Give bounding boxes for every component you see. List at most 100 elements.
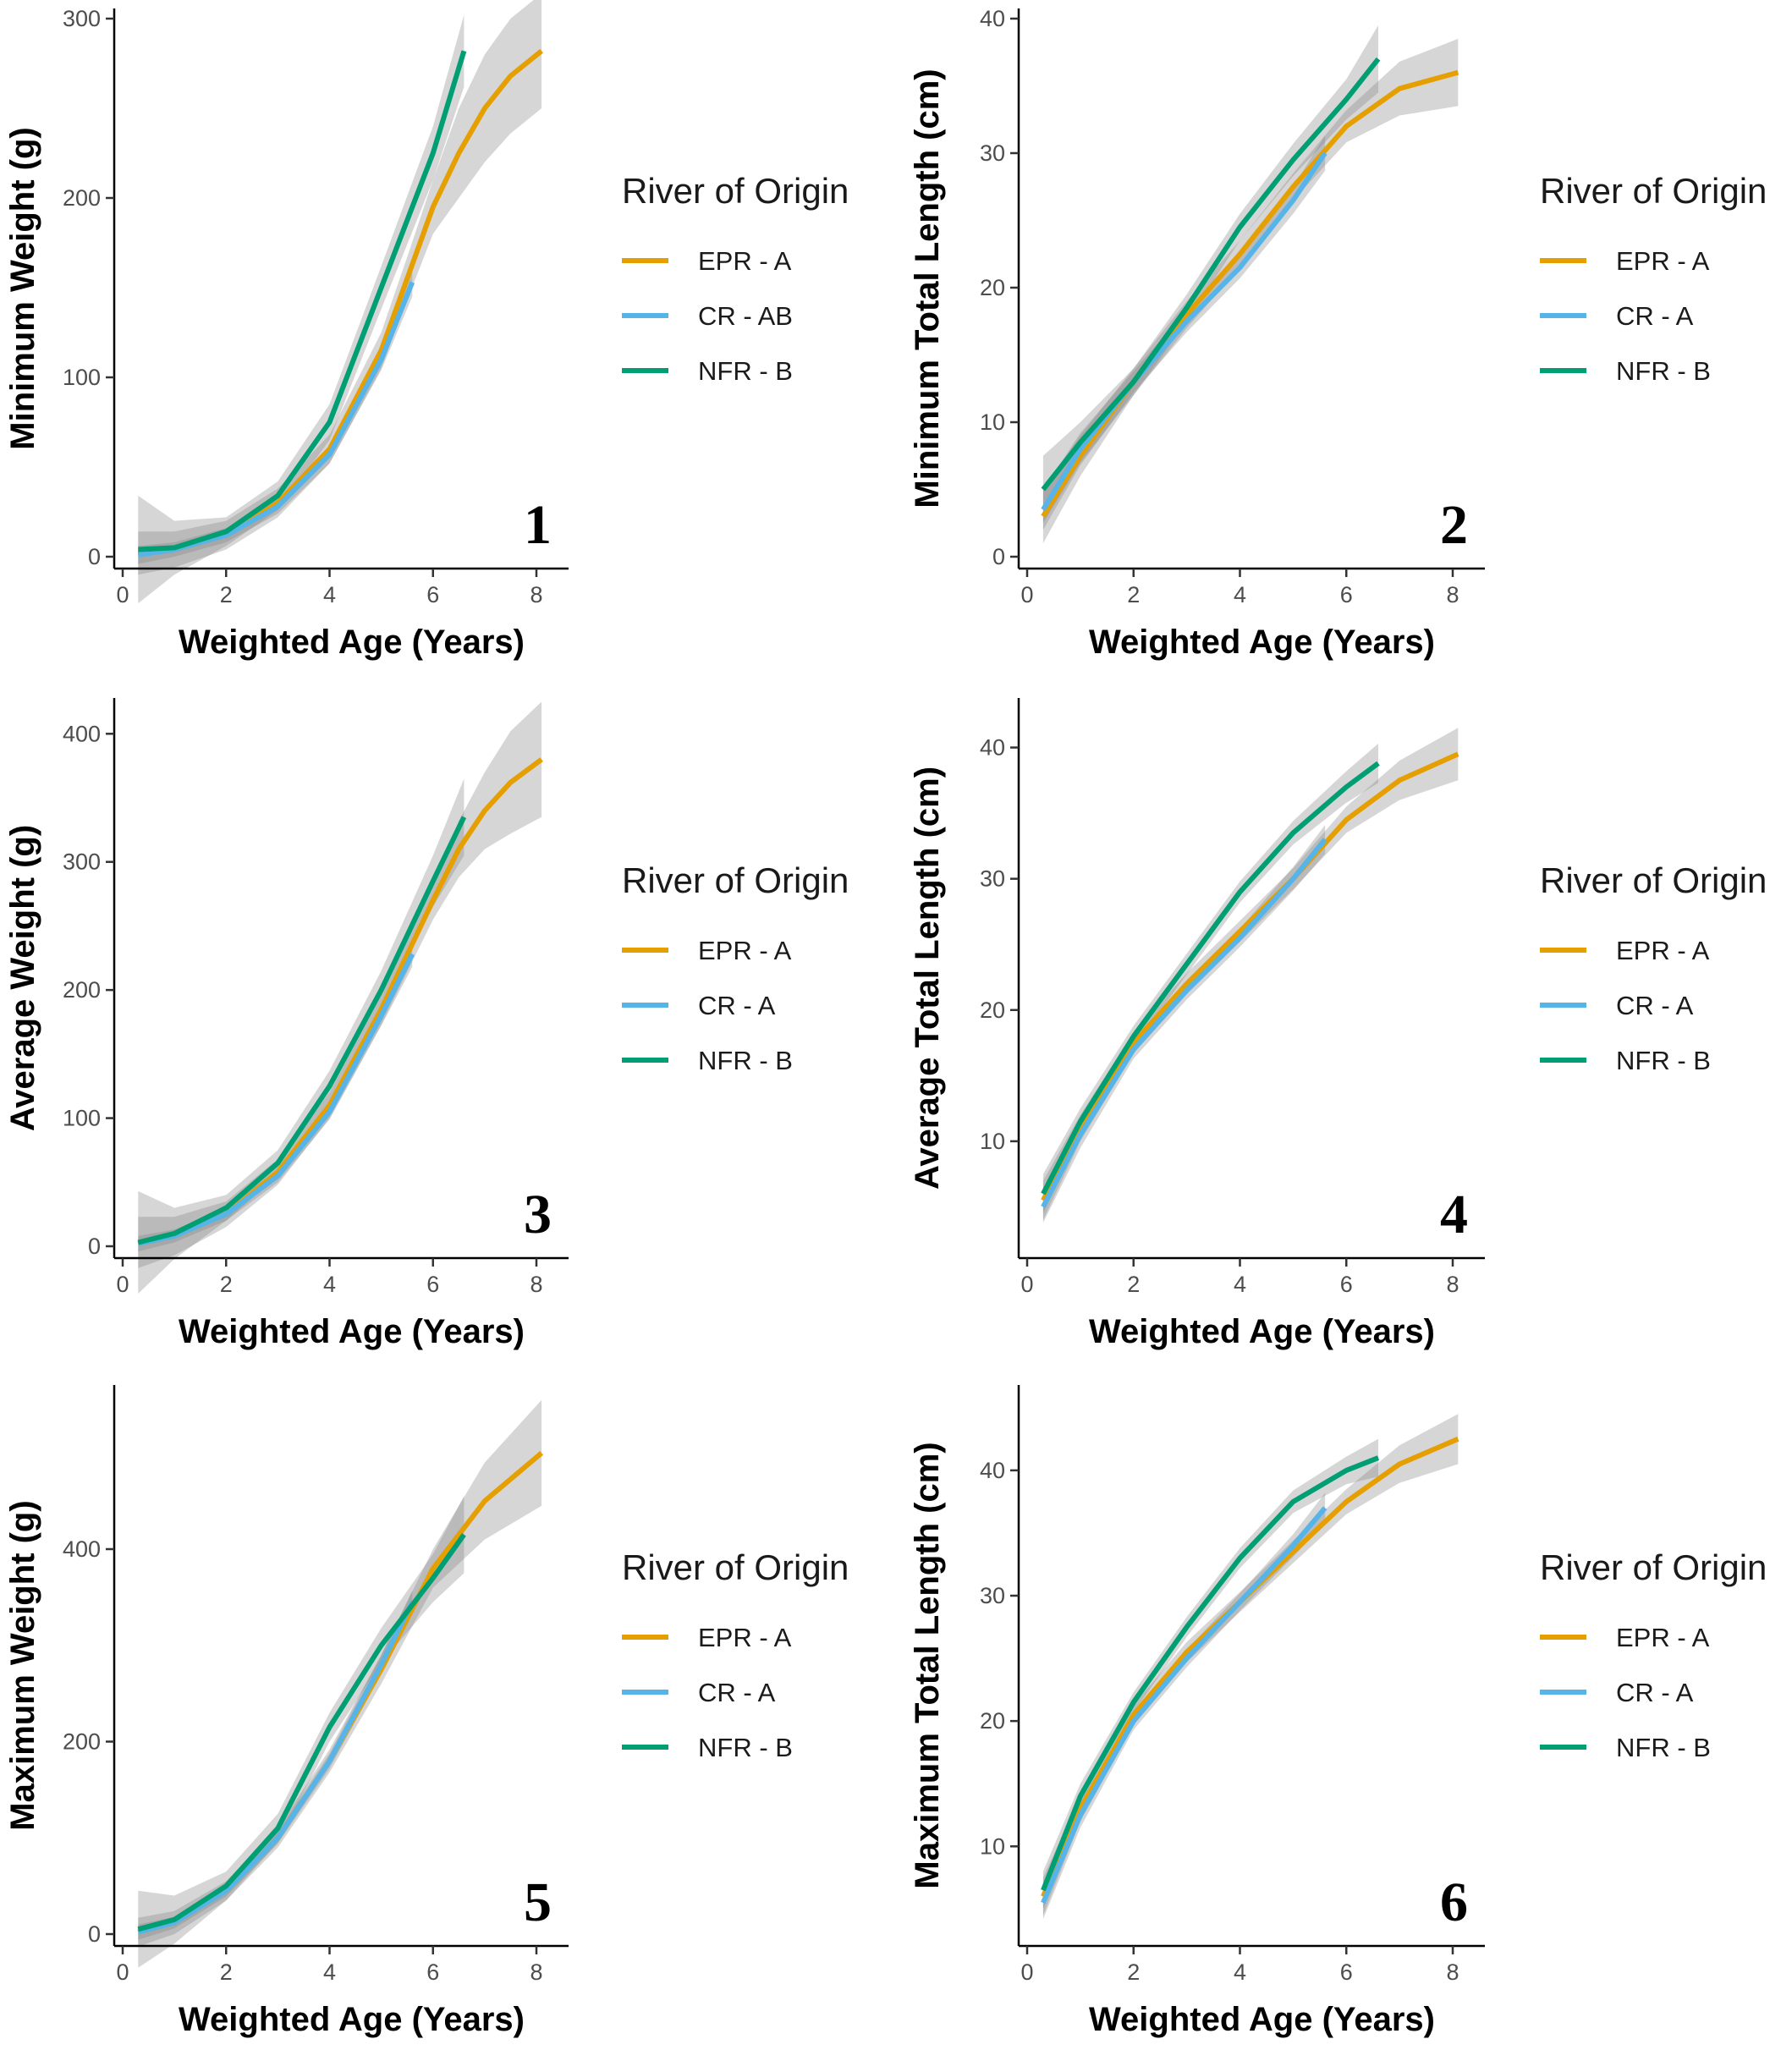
y-tick-label: 20: [980, 998, 1005, 1023]
panel-number: 2: [1440, 494, 1468, 556]
x-tick-label: 4: [323, 1272, 336, 1297]
legend-label: NFR - B: [1616, 1046, 1711, 1075]
y-tick-label: 40: [980, 735, 1005, 761]
x-tick-label: 0: [116, 582, 129, 607]
panel-number: 3: [524, 1184, 552, 1245]
legend-label: EPR - A: [698, 246, 792, 276]
confidence-band-cr: [138, 1590, 413, 1940]
series-line-nfr: [138, 50, 467, 552]
x-tick-label: 8: [530, 582, 542, 607]
y-tick-label: 400: [63, 721, 101, 746]
legend-label: NFR - B: [1616, 356, 1711, 386]
x-tick-label: 8: [1446, 1959, 1459, 1985]
series-line-nfr: [137, 1533, 466, 1932]
y-tick-label: 300: [63, 849, 101, 875]
series-line-nfr: [137, 816, 467, 1245]
series-line-cr: [137, 1601, 415, 1935]
confidence-band-epr: [138, 1399, 542, 1947]
x-tick-label: 0: [116, 1272, 129, 1297]
legend: River of Origin EPR - A CR - A NFR - B: [622, 1547, 849, 1762]
legend-title: River of Origin: [622, 171, 849, 211]
series-line-epr: [1041, 69, 1459, 518]
y-tick-label: 30: [980, 1583, 1005, 1608]
y-axis-title: Average Weight (g): [4, 825, 41, 1131]
x-tick-label: 4: [1234, 582, 1246, 607]
chart-panel-5: 0 2 4 6 8 0 200 400 Weighted Age (Years) Maximum …: [4, 1385, 849, 2038]
y-tick-label: 0: [88, 1921, 101, 1947]
y-tick-label: 40: [980, 6, 1005, 31]
legend-label: CR - A: [698, 991, 776, 1020]
legend-label: EPR - A: [1616, 936, 1710, 965]
panel-number: 4: [1440, 1184, 1468, 1245]
panel-number: 5: [524, 1871, 552, 1933]
x-tick-label: 6: [426, 582, 439, 607]
chart-panel-4: 0 2 4 6 8 10 20 30 40 Weighted Age (Years) Average…: [909, 698, 1767, 1350]
y-tick-label: 40: [980, 1458, 1005, 1483]
legend-title: River of Origin: [1540, 171, 1767, 211]
y-tick-label: 0: [88, 544, 101, 569]
y-tick-label: 20: [980, 1708, 1005, 1734]
y-tick-label: 10: [980, 1129, 1005, 1154]
x-tick-label: 8: [1446, 582, 1459, 607]
legend-label: EPR - A: [698, 936, 792, 965]
legend-label: NFR - B: [698, 1046, 793, 1075]
legend: River of Origin EPR - A CR - AB NFR - B: [622, 171, 849, 386]
legend-label: CR - A: [698, 1678, 776, 1707]
y-tick-label: 0: [88, 1234, 101, 1259]
confidence-band-cr: [1042, 135, 1326, 530]
x-tick-label: 6: [1340, 1272, 1353, 1297]
x-tick-label: 4: [323, 582, 336, 607]
chart-panel-6: 0 2 4 6 8 10 20 30 40 Weighted Age (Years) Maximum…: [909, 1385, 1767, 2038]
legend-label: NFR - B: [1616, 1733, 1711, 1762]
x-tick-label: 2: [220, 1272, 233, 1297]
y-tick-label: 20: [980, 275, 1005, 300]
x-tick-label: 6: [1340, 582, 1353, 607]
x-tick-label: 8: [530, 1959, 542, 1985]
x-axis-title: Weighted Age (Years): [179, 624, 525, 661]
x-tick-label: 4: [1234, 1272, 1246, 1297]
legend: River of Origin EPR - A CR - A NFR - B: [622, 860, 849, 1075]
confidence-band-cr: [1042, 825, 1326, 1223]
x-tick-label: 2: [1127, 582, 1140, 607]
series-line-cr: [1041, 1506, 1328, 1904]
y-tick-label: 10: [980, 409, 1005, 435]
confidence-band-epr: [1042, 1414, 1459, 1915]
x-tick-label: 8: [530, 1272, 542, 1297]
legend-label: CR - A: [1616, 301, 1694, 331]
legend-label: NFR - B: [698, 1733, 793, 1762]
legend-title: River of Origin: [622, 1547, 849, 1587]
y-tick-label: 100: [63, 365, 101, 390]
legend-label: CR - A: [1616, 991, 1694, 1020]
x-tick-label: 4: [1234, 1959, 1246, 1985]
legend-label: NFR - B: [698, 356, 793, 386]
legend: River of Origin EPR - A CR - A NFR - B: [1540, 1547, 1767, 1762]
y-axis-title: Minimum Total Length (cm): [909, 69, 946, 508]
x-tick-label: 2: [220, 1959, 233, 1985]
x-axis-title: Weighted Age (Years): [179, 2001, 525, 2038]
chart-panel-1: 0 2 4 6 8 0 100 200 300 Weighted Age (Years) Minim…: [4, 0, 849, 661]
confidence-band-nfr: [138, 1496, 464, 1968]
x-tick-label: 6: [426, 1272, 439, 1297]
panel-number: 1: [524, 494, 552, 556]
y-axis-title: Maximum Weight (g): [4, 1500, 41, 1830]
y-tick-label: 30: [980, 140, 1005, 166]
legend: River of Origin EPR - A CR - A NFR - B: [1540, 171, 1767, 386]
y-axis-title: Maximum Total Length (cm): [909, 1442, 946, 1888]
x-tick-label: 0: [1020, 582, 1033, 607]
series-line-nfr: [1041, 57, 1381, 492]
x-tick-label: 2: [220, 582, 233, 607]
confidence-band-nfr: [138, 14, 464, 604]
y-axis-title: Average Total Length (cm): [909, 767, 946, 1190]
legend-title: River of Origin: [1540, 860, 1767, 900]
y-tick-label: 10: [980, 1833, 1005, 1859]
confidence-band-epr: [138, 0, 542, 575]
y-tick-label: 30: [980, 866, 1005, 892]
legend-label: EPR - A: [1616, 246, 1710, 276]
y-tick-label: 100: [63, 1106, 101, 1131]
confidence-band-epr: [1042, 38, 1459, 544]
y-tick-label: 200: [63, 1729, 101, 1755]
x-axis-title: Weighted Age (Years): [179, 1313, 525, 1350]
y-tick-label: 400: [63, 1536, 101, 1562]
legend-label: EPR - A: [1616, 1623, 1710, 1652]
